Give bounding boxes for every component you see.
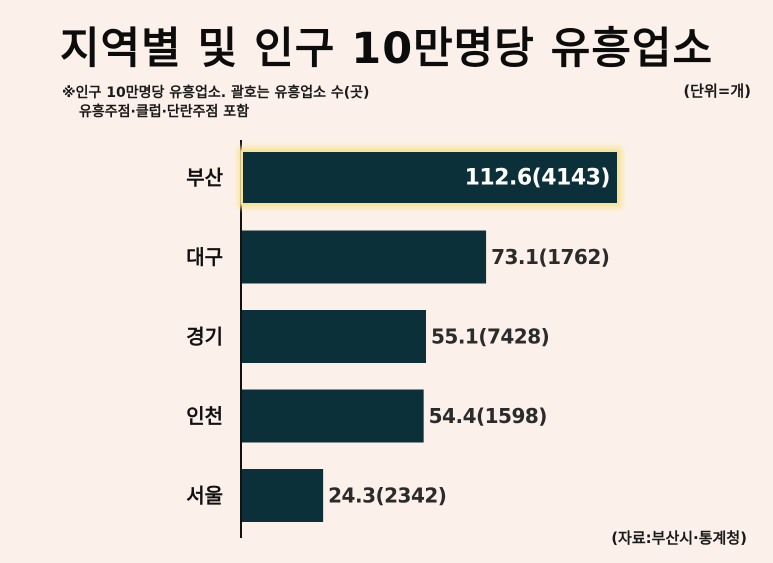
bar-0 [241,150,619,205]
unit-label: (단위=개) [683,82,751,100]
category-label: 경기 [186,325,223,349]
bar-3 [242,389,424,443]
bar-1 [242,230,487,284]
chart-title: 지역별 및 인구 10만명당 유흥업소 [60,24,713,74]
value-label: 73.1(1762) [491,245,609,269]
chart-note: ※인구 10만명당 유흥업소. 괄호는 유흥업소 수(곳) 유흥주점·클럽·단란… [62,84,369,122]
value-label: 112.6(4143) [465,166,610,191]
value-label: 24.3(2342) [328,484,446,508]
source-label: (자료:부산시·통계청) [611,529,747,547]
bar-2 [242,310,426,363]
note-line-2: 유흥주점·클럽·단란주점 포함 [79,104,250,120]
category-label: 대구 [186,245,223,269]
note-line-1: ※인구 10만명당 유흥업소. 괄호는 유흥업소 수(곳) [62,85,370,101]
category-label: 인천 [186,404,223,428]
category-label: 서울 [186,484,223,508]
bar-4 [242,469,324,522]
category-label: 부산 [186,166,223,190]
value-label: 55.1(7428) [431,325,549,349]
value-label: 54.4(1598) [429,404,547,428]
